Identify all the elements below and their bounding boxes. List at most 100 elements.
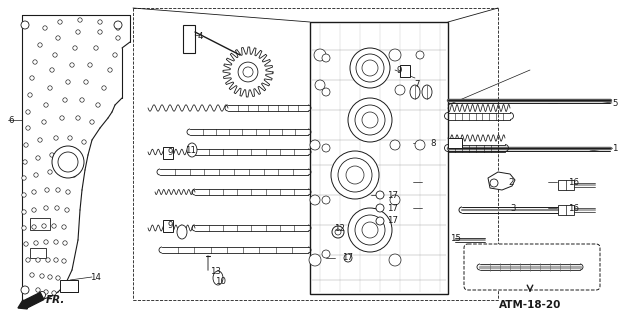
Bar xyxy=(163,220,173,232)
Circle shape xyxy=(30,273,34,277)
Text: 12: 12 xyxy=(334,223,345,233)
Circle shape xyxy=(96,103,100,107)
Circle shape xyxy=(32,190,36,194)
Circle shape xyxy=(390,140,400,150)
Circle shape xyxy=(52,291,56,295)
Circle shape xyxy=(38,138,43,142)
Circle shape xyxy=(42,120,46,124)
Circle shape xyxy=(58,152,78,172)
Circle shape xyxy=(314,49,326,61)
Circle shape xyxy=(116,26,120,30)
Circle shape xyxy=(62,98,68,102)
Circle shape xyxy=(390,195,400,205)
Circle shape xyxy=(62,225,66,229)
Circle shape xyxy=(34,173,38,177)
Text: 9: 9 xyxy=(168,220,173,229)
Circle shape xyxy=(78,18,82,22)
Circle shape xyxy=(415,140,425,150)
Bar xyxy=(400,65,410,77)
Circle shape xyxy=(310,140,320,150)
Text: 6: 6 xyxy=(8,116,14,124)
Ellipse shape xyxy=(410,85,420,99)
Circle shape xyxy=(56,188,60,192)
Circle shape xyxy=(52,146,84,178)
Text: FR.: FR. xyxy=(46,295,66,305)
Circle shape xyxy=(338,158,372,192)
Text: 4: 4 xyxy=(198,31,204,41)
Circle shape xyxy=(40,274,44,278)
Circle shape xyxy=(56,276,60,280)
Circle shape xyxy=(44,290,48,294)
Circle shape xyxy=(332,226,344,238)
Circle shape xyxy=(344,254,352,262)
Polygon shape xyxy=(488,172,515,190)
Circle shape xyxy=(65,208,69,212)
Circle shape xyxy=(76,156,80,160)
Circle shape xyxy=(50,68,54,72)
Ellipse shape xyxy=(187,143,197,157)
Circle shape xyxy=(376,204,384,212)
Circle shape xyxy=(310,195,320,205)
Circle shape xyxy=(22,226,26,230)
FancyArrow shape xyxy=(18,292,44,309)
Circle shape xyxy=(355,105,385,135)
Text: 2: 2 xyxy=(508,178,514,187)
Text: 14: 14 xyxy=(90,273,101,282)
Text: 10: 10 xyxy=(215,277,226,286)
Text: 7: 7 xyxy=(414,79,419,89)
Bar xyxy=(60,280,78,292)
Circle shape xyxy=(28,93,32,97)
Text: 5: 5 xyxy=(612,99,618,108)
Bar xyxy=(30,218,50,230)
Circle shape xyxy=(490,179,498,187)
Circle shape xyxy=(322,88,330,96)
Text: 1: 1 xyxy=(612,143,618,153)
Circle shape xyxy=(322,196,330,204)
Circle shape xyxy=(72,173,76,177)
Circle shape xyxy=(45,188,49,192)
Circle shape xyxy=(42,224,46,228)
Circle shape xyxy=(50,153,54,157)
Circle shape xyxy=(107,68,112,72)
Circle shape xyxy=(62,259,66,263)
Circle shape xyxy=(32,225,36,229)
Circle shape xyxy=(60,170,64,174)
Circle shape xyxy=(112,53,118,57)
Circle shape xyxy=(34,241,38,245)
Circle shape xyxy=(416,51,424,59)
Circle shape xyxy=(55,206,59,210)
Text: 8: 8 xyxy=(430,139,436,148)
Circle shape xyxy=(36,288,40,292)
Text: 3: 3 xyxy=(510,204,516,212)
Bar xyxy=(163,147,173,159)
Circle shape xyxy=(331,151,379,199)
Circle shape xyxy=(39,292,46,299)
Circle shape xyxy=(102,86,106,90)
Ellipse shape xyxy=(177,225,187,239)
Circle shape xyxy=(22,176,26,180)
Circle shape xyxy=(62,241,68,245)
Circle shape xyxy=(66,80,70,84)
Circle shape xyxy=(322,144,330,152)
Circle shape xyxy=(88,63,92,67)
Circle shape xyxy=(90,120,94,124)
Text: 11: 11 xyxy=(185,146,196,155)
Text: 17: 17 xyxy=(387,204,398,212)
Circle shape xyxy=(356,54,384,82)
FancyBboxPatch shape xyxy=(464,244,600,290)
Circle shape xyxy=(48,170,53,174)
Text: 16: 16 xyxy=(568,204,579,212)
Text: 17: 17 xyxy=(387,215,398,225)
Circle shape xyxy=(322,250,330,258)
Circle shape xyxy=(68,136,72,140)
Circle shape xyxy=(98,30,102,34)
Ellipse shape xyxy=(213,271,223,285)
Circle shape xyxy=(94,46,98,50)
Circle shape xyxy=(116,36,120,40)
Circle shape xyxy=(54,240,58,244)
Text: 9: 9 xyxy=(168,148,173,156)
Circle shape xyxy=(30,76,34,80)
Circle shape xyxy=(44,240,48,244)
Circle shape xyxy=(348,208,392,252)
Circle shape xyxy=(44,103,48,107)
